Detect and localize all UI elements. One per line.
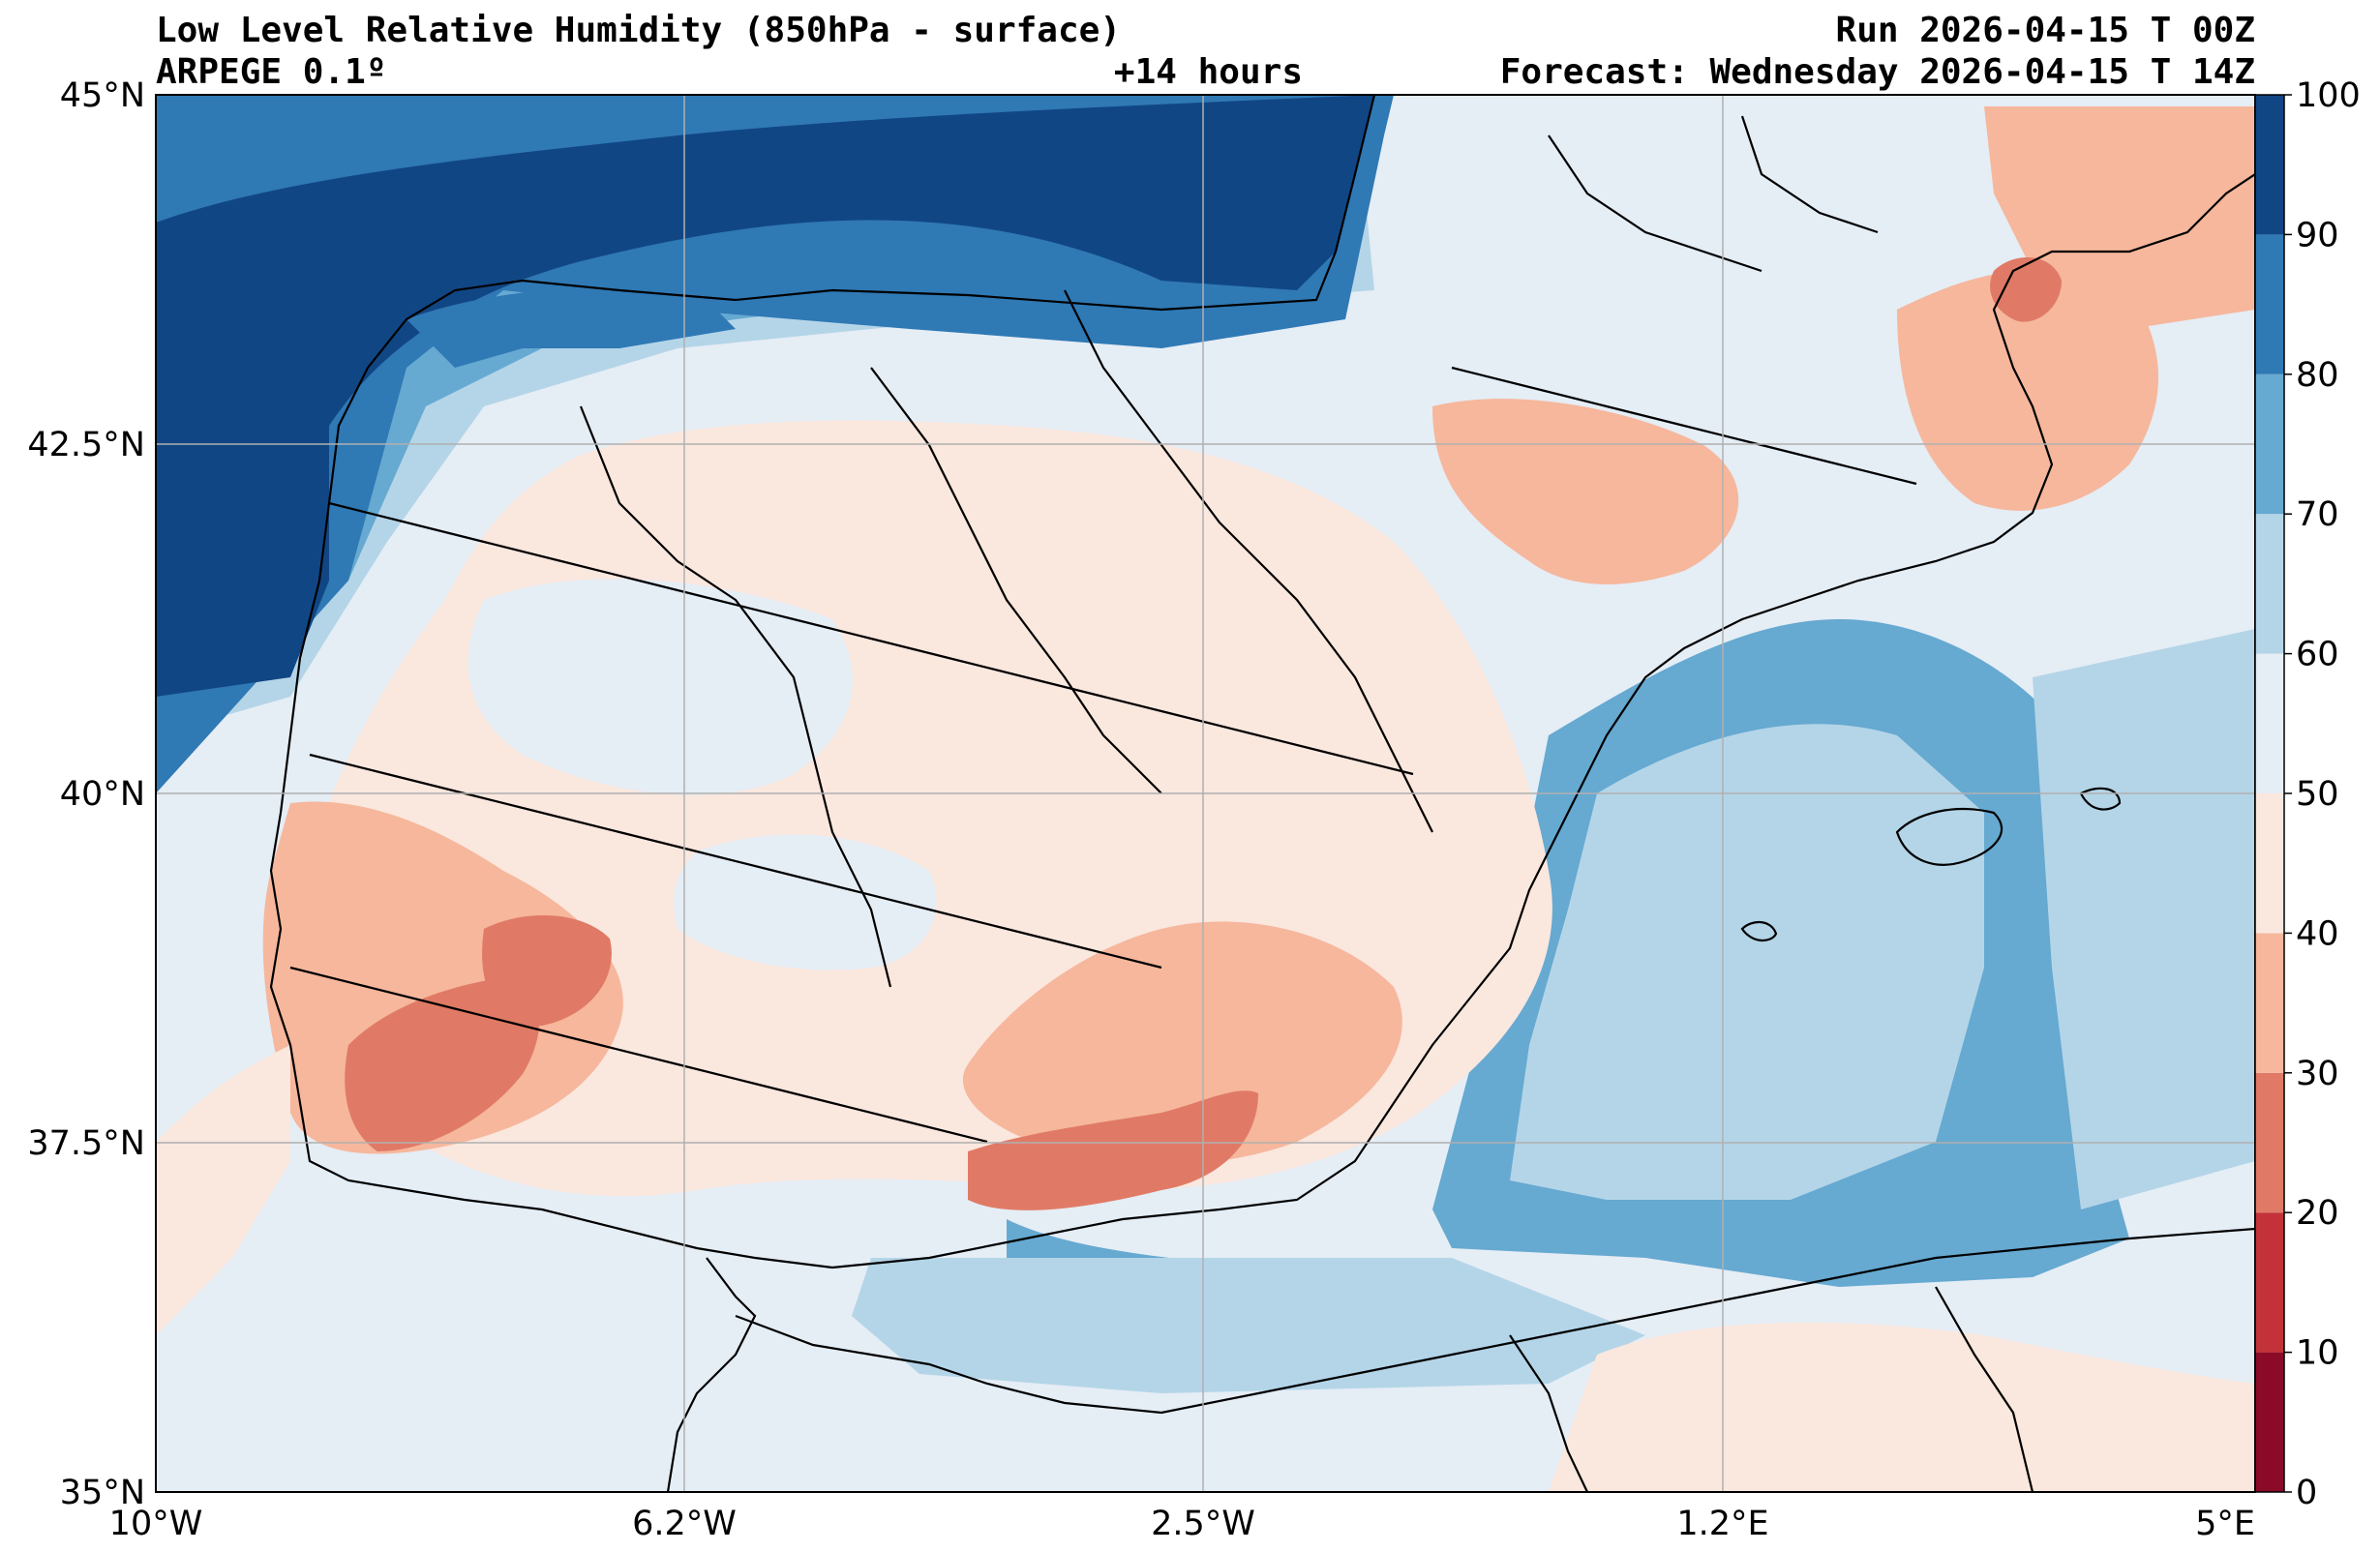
colorbar-segment — [2255, 514, 2284, 654]
lat-label-35: 35°N — [60, 1474, 145, 1512]
colorbar-tick-label: 20 — [2296, 1194, 2339, 1233]
colorbar-tick-label: 60 — [2296, 636, 2339, 674]
map-panel — [156, 95, 2255, 1492]
colorbar-tick-label: 0 — [2296, 1474, 2317, 1512]
humidity-region-50-60-inland — [467, 579, 853, 795]
humidity-region-60-70-med-east — [2033, 629, 2255, 1209]
lon-label-5e: 5°E — [2195, 1505, 2255, 1543]
lead-time: +14 hours — [1114, 52, 1303, 92]
humidity-region-60-70-south — [852, 1258, 1645, 1393]
lat-label-37-5: 37.5°N — [27, 1124, 145, 1163]
humidity-region-40-50-west-coast — [156, 1045, 290, 1335]
colorbar-tick-label: 70 — [2296, 495, 2339, 534]
lon-label-6-2w: 6.2°W — [632, 1505, 737, 1543]
run-time: Run 2026-04-15 T 00Z — [1836, 11, 2255, 50]
lat-label-40: 40°N — [60, 775, 145, 814]
colorbar-tick-label: 30 — [2296, 1055, 2339, 1093]
humidity-region-40-50-north-africa — [1549, 1322, 2255, 1492]
forecast-time: Forecast: Wednesday 2026-04-15 T 14Z — [1500, 52, 2255, 92]
humidity-region-20-30-northeast — [1990, 257, 2062, 322]
colorbar-segment — [2255, 1352, 2284, 1492]
colorbar-segment — [2255, 653, 2284, 793]
lat-label-45: 45°N — [60, 76, 145, 115]
lat-label-42-5: 42.5°N — [27, 426, 145, 464]
lon-label-1-2e: 1.2°E — [1676, 1505, 1768, 1543]
humidity-region-90-100-north — [156, 95, 1374, 697]
colorbar-segment — [2255, 933, 2284, 1073]
humidity-region-20-30-southwest — [345, 977, 540, 1151]
colorbar: 0 10 20 30 40 50 60 70 80 90 100 — [2254, 76, 2361, 1512]
colorbar-segment — [2255, 793, 2284, 934]
colorbar-segment — [2255, 1212, 2284, 1353]
humidity-region-90-100-detail — [407, 286, 736, 368]
humidity-region-30-40-catalonia — [1897, 269, 2158, 511]
colorbar-tick-label: 10 — [2296, 1334, 2339, 1373]
humidity-region-50-60-inland-2 — [674, 834, 937, 970]
colorbar-tick-label: 50 — [2296, 775, 2339, 814]
longitude-labels: 10°W 6.2°W 2.5°W 1.2°E 5°E — [109, 1505, 2255, 1543]
colorbar-tick-label: 40 — [2296, 914, 2339, 953]
colorbar-tick-label: 90 — [2296, 216, 2339, 254]
lon-label-10w: 10°W — [109, 1505, 203, 1543]
model-name: ARPEGE 0.1º — [156, 52, 386, 92]
chart-title: Low Level Relative Humidity (850hPa - su… — [156, 11, 1121, 50]
colorbar-segment — [2255, 1072, 2284, 1213]
colorbar-tick-label: 100 — [2296, 76, 2361, 115]
graticule — [156, 95, 2255, 1492]
colorbar-segment — [2255, 373, 2284, 515]
colorbar-segment — [2255, 234, 2284, 374]
colorbar-tick-label: 80 — [2296, 356, 2339, 395]
coastlines-borders — [269, 95, 2255, 1492]
humidity-region-30-40-southeast — [962, 921, 1402, 1165]
humidity-region-20-30-southwest-2 — [482, 915, 612, 1026]
humidity-region-20-30-southeast — [968, 1090, 1258, 1210]
humidity-region-30-40-ebro — [1432, 399, 1739, 584]
humidity-region-60-70-med — [1510, 724, 1984, 1200]
colorbar-segment — [2255, 95, 2284, 235]
lon-label-2-5w: 2.5°W — [1151, 1505, 1255, 1543]
latitude-labels: 45°N 42.5°N 40°N 37.5°N 35°N — [27, 76, 145, 1512]
